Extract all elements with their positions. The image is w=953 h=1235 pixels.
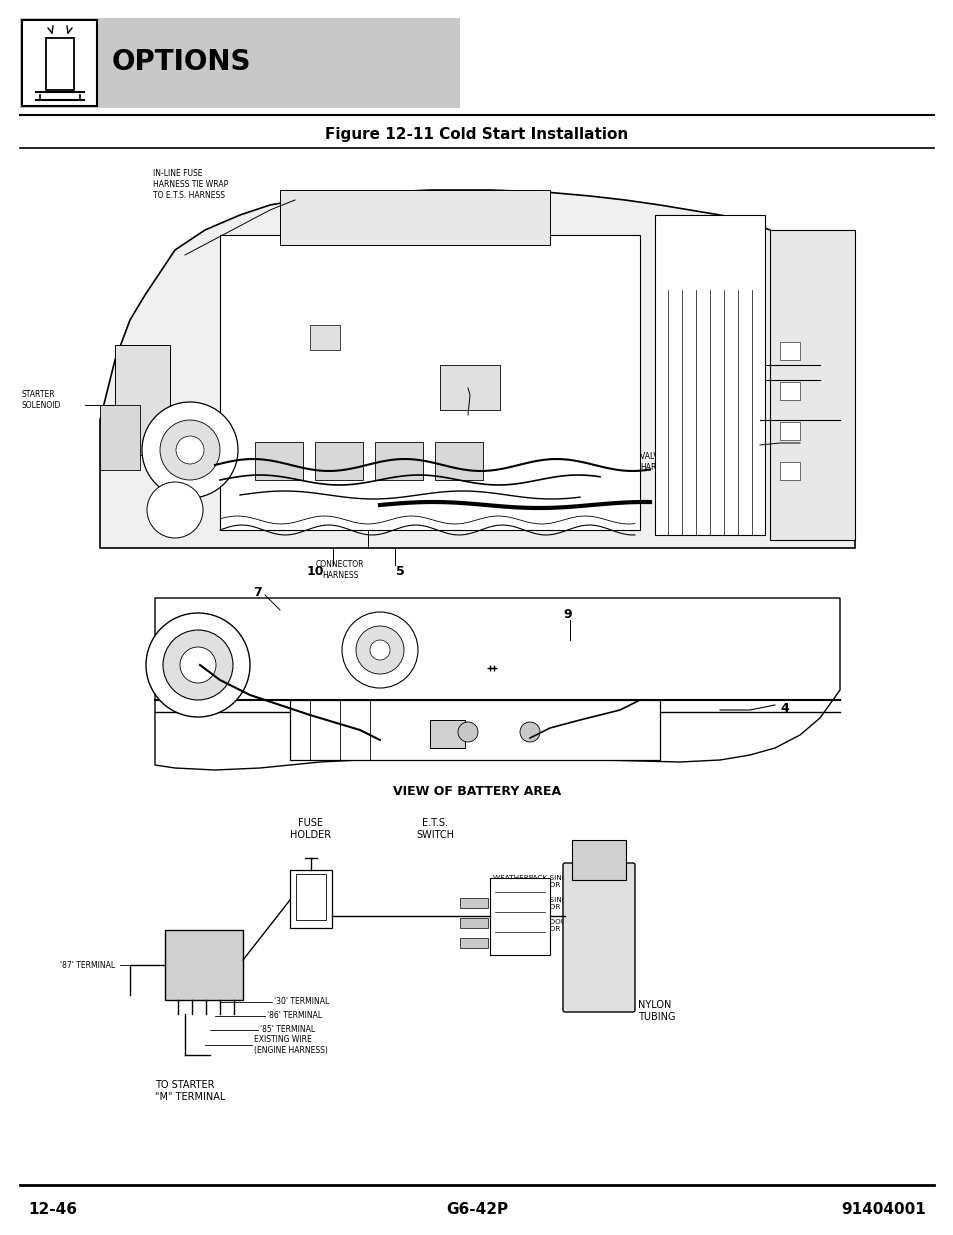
Text: '30' TERMINAL: '30' TERMINAL [274,998,329,1007]
FancyBboxPatch shape [572,840,625,881]
Text: 7: 7 [253,585,262,599]
Circle shape [160,420,220,480]
FancyBboxPatch shape [435,442,482,480]
FancyBboxPatch shape [375,442,422,480]
Text: E.T.S.
HARNESS: E.T.S. HARNESS [452,368,488,388]
Text: 10: 10 [306,564,323,578]
FancyBboxPatch shape [655,215,764,535]
Text: 12-46: 12-46 [28,1203,77,1218]
Text: EXISTING WIRE
(ENGINE HARNESS): EXISTING WIRE (ENGINE HARNESS) [253,1035,328,1055]
FancyBboxPatch shape [459,939,488,948]
Text: WEATHERPACK SINGLE
WIRE CONNECTOR: WEATHERPACK SINGLE WIRE CONNECTOR [493,874,576,888]
Text: '87' TERMINAL: '87' TERMINAL [60,961,115,969]
Polygon shape [100,190,854,548]
Circle shape [163,630,233,700]
Text: 9: 9 [563,609,572,621]
Text: '85' TERMINAL: '85' TERMINAL [260,1025,314,1035]
Text: FUSE
HOLDER: FUSE HOLDER [290,818,332,840]
Text: TO STARTER
"M" TERMINAL: TO STARTER "M" TERMINAL [154,1079,225,1103]
Text: WEATHERPACK DOUBLE
WIRE CONNECTOR: WEATHERPACK DOUBLE WIRE CONNECTOR [493,919,579,932]
Circle shape [355,626,403,674]
Polygon shape [154,598,840,769]
FancyBboxPatch shape [115,345,170,454]
Text: 91404001: 91404001 [841,1203,925,1218]
Text: 3: 3 [824,373,832,383]
Circle shape [180,647,215,683]
FancyBboxPatch shape [459,918,488,927]
FancyBboxPatch shape [780,382,800,400]
Text: WEATHERPACK SINGLE
WIRE CONNECTOR: WEATHERPACK SINGLE WIRE CONNECTOR [493,897,576,910]
FancyBboxPatch shape [769,230,854,540]
Text: VALVE UNIT
HARNESS: VALVE UNIT HARNESS [639,452,683,472]
Text: 1: 1 [844,412,852,424]
Text: NYLON
TUBING: NYLON TUBING [638,1000,675,1023]
FancyBboxPatch shape [100,405,140,471]
Text: +: + [565,727,574,737]
Text: VIEW OF BATTERY AREA: VIEW OF BATTERY AREA [393,785,560,798]
Text: Figure 12-11 Cold Start Installation: Figure 12-11 Cold Start Installation [325,127,628,142]
FancyBboxPatch shape [780,462,800,480]
Circle shape [146,613,250,718]
Text: G6-42P: G6-42P [445,1203,508,1218]
Text: 5: 5 [395,564,404,578]
Text: E.T.S.
SWITCH: E.T.S. SWITCH [416,818,454,840]
Circle shape [147,482,203,538]
Circle shape [142,403,237,498]
FancyBboxPatch shape [430,720,464,748]
FancyBboxPatch shape [295,874,326,920]
FancyBboxPatch shape [314,442,363,480]
Text: OPTIONS: OPTIONS [112,48,252,77]
Text: IN-LINE FUSE
HARNESS TIE WRAP
TO E.T.S. HARNESS: IN-LINE FUSE HARNESS TIE WRAP TO E.T.S. … [152,169,228,200]
FancyBboxPatch shape [290,869,332,927]
FancyBboxPatch shape [439,366,499,410]
FancyBboxPatch shape [780,342,800,359]
Circle shape [341,613,417,688]
Circle shape [370,640,390,659]
Text: CONNECTOR
HARNESS: CONNECTOR HARNESS [315,559,364,580]
FancyBboxPatch shape [459,898,488,908]
Text: 4: 4 [780,701,788,715]
FancyBboxPatch shape [780,422,800,440]
FancyBboxPatch shape [254,442,303,480]
Circle shape [457,722,477,742]
FancyBboxPatch shape [290,700,659,760]
Text: STARTER
SOLENOID: STARTER SOLENOID [22,390,61,410]
FancyBboxPatch shape [20,19,459,107]
FancyBboxPatch shape [220,235,639,530]
FancyBboxPatch shape [22,20,97,106]
FancyBboxPatch shape [310,325,339,350]
Circle shape [175,436,204,464]
Text: +: + [375,727,384,737]
FancyBboxPatch shape [100,165,854,555]
Circle shape [519,722,539,742]
FancyBboxPatch shape [280,190,550,245]
Text: '86' TERMINAL: '86' TERMINAL [267,1011,322,1020]
FancyBboxPatch shape [562,863,635,1011]
FancyBboxPatch shape [165,930,243,1000]
FancyBboxPatch shape [490,878,550,955]
Text: 2: 2 [824,354,832,366]
